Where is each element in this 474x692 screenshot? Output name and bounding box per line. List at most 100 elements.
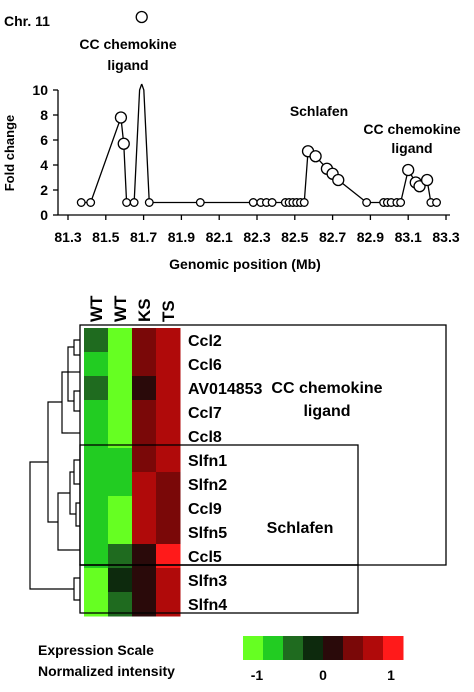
scale-color-block — [343, 636, 364, 660]
y-tick-label: 8 — [40, 107, 48, 123]
annotation-cc-right-line1: CC chemokine — [363, 121, 460, 137]
y-tick-label: 2 — [40, 182, 48, 198]
heatmap-cell — [84, 376, 109, 401]
heatmap-cell — [132, 448, 157, 473]
x-tick-label: 83.1 — [395, 229, 422, 245]
x-tick-label: 82.3 — [243, 229, 270, 245]
heatmap-cell — [156, 400, 181, 425]
heatmap-cell — [84, 472, 109, 497]
heatmap-cell — [132, 400, 157, 425]
y-axis-label: Fold change — [2, 115, 17, 192]
y-tick-label: 0 — [40, 207, 48, 223]
x-tick-label: 81.5 — [92, 229, 119, 245]
heatmap-cell — [84, 496, 109, 521]
heatmap-cell — [132, 568, 157, 593]
heatmap-row-label: Ccl5 — [188, 549, 222, 566]
heatmap-cell — [132, 328, 157, 353]
heatmap-cell — [156, 568, 181, 593]
scale-tick-min: -1 — [251, 667, 264, 683]
heatmap-cell — [108, 496, 133, 521]
heatmap-cell — [156, 448, 181, 473]
data-point — [299, 198, 309, 207]
heatmap-cell — [156, 472, 181, 497]
heatmap-cc-label-line1: CC chemokine — [271, 380, 382, 397]
heatmap-cell — [132, 472, 157, 497]
heatmap-cell — [108, 352, 133, 377]
heatmap-cell — [132, 376, 157, 401]
data-point — [248, 198, 258, 207]
heatmap-cell — [84, 400, 109, 425]
scale-color-block — [363, 636, 384, 660]
annotation-cc-right-line2: ligand — [391, 140, 432, 156]
annotation-cc-left-line2: ligand — [107, 57, 148, 73]
scale-title: Expression Scale — [38, 642, 154, 658]
scale-color-block — [383, 636, 404, 660]
heatmap-cell — [108, 328, 133, 353]
dendrogram-branch — [29, 461, 74, 590]
heatmap-row-label: Ccl6 — [188, 357, 222, 374]
heatmap-schlafen-label: Schlafen — [267, 520, 334, 537]
heatmap-row-label: Slfn1 — [188, 453, 227, 470]
heatmap-cell — [156, 352, 181, 377]
heatmap-cell — [84, 520, 109, 545]
y-tick-label: 6 — [40, 132, 48, 148]
x-tick-label: 83.3 — [432, 229, 459, 245]
heatmap-row-label: Ccl2 — [188, 333, 222, 350]
scale-color-block — [303, 636, 324, 660]
heatmap-row-label: Ccl7 — [188, 405, 222, 422]
heatmap-column-label: TS — [159, 300, 178, 322]
heatmap-cell — [84, 328, 109, 353]
heatmap-row-label: AV014853 — [188, 381, 263, 398]
scale-color-block — [323, 636, 344, 660]
heatmap-row-label: Slfn3 — [188, 573, 227, 590]
heatmap-cell — [108, 448, 133, 473]
heatmap-cell — [84, 568, 109, 593]
heatmap-row-label: Ccl8 — [188, 429, 222, 446]
x-tick-label: 81.3 — [54, 229, 81, 245]
x-tick-label: 81.9 — [168, 229, 195, 245]
data-point — [420, 173, 434, 187]
heatmap-cell — [132, 520, 157, 545]
heatmap-cell — [108, 400, 133, 425]
data-point — [402, 163, 415, 177]
heatmap-cell — [84, 448, 109, 473]
scale-color-block — [283, 636, 304, 660]
scale-tick-max: 1 — [387, 667, 395, 683]
expression-scale: Expression Scale Normalized intensity -1… — [38, 636, 404, 683]
heatmap-cell — [84, 352, 109, 377]
heatmap-cell — [156, 328, 181, 353]
heatmap-cell — [132, 352, 157, 377]
x-axis-label: Genomic position (Mb) — [169, 256, 321, 272]
heatmap-column-label: KS — [135, 298, 154, 322]
data-point — [129, 198, 139, 207]
x-tick-label: 81.7 — [130, 229, 157, 245]
data-point — [362, 198, 372, 207]
dendrogram-branch — [47, 401, 62, 523]
annotation-cc-left-line1: CC chemokine — [79, 36, 176, 52]
dendrogram — [29, 339, 80, 601]
dendrogram-branch — [73, 459, 80, 485]
data-point — [195, 198, 205, 207]
dendrogram-branch — [73, 577, 80, 601]
data-point — [267, 198, 277, 207]
x-tick-label: 82.5 — [281, 229, 308, 245]
x-tick-label: 82.7 — [319, 229, 346, 245]
fold-change-series-line — [81, 83, 437, 204]
heatmap-cell — [108, 520, 133, 545]
heatmap-row-label: Slfn5 — [188, 525, 227, 542]
data-point — [122, 198, 132, 207]
dendrogram-branch — [67, 346, 74, 402]
heatmap-cell — [156, 496, 181, 521]
heatmap-cell — [108, 376, 133, 401]
heatmap-cell — [156, 520, 181, 545]
scale-color-block — [243, 636, 264, 660]
data-point — [396, 198, 406, 207]
scale-subtitle: Normalized intensity — [38, 663, 175, 679]
slfn3-4-group-box — [79, 564, 359, 614]
heatmap-cell — [108, 568, 133, 593]
dendrogram-branch — [73, 390, 80, 412]
scale-color-block — [263, 636, 284, 660]
data-point — [117, 137, 130, 150]
y-tick-label: 10 — [32, 82, 48, 98]
chromosome-label: Chr. 11 — [4, 13, 50, 29]
